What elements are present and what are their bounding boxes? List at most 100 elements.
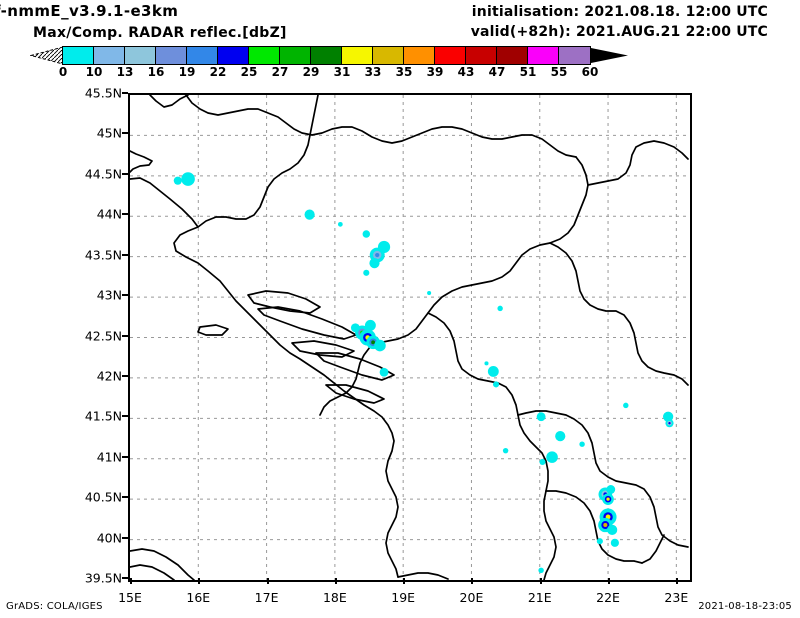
y-axis: 39.5N 40N 40.5N 41N 41.5N 42N 42.5N 43N 43.5N 44N… — [70, 86, 128, 586]
x-axis-tick-mark — [608, 578, 611, 584]
colorbar-band — [94, 47, 125, 64]
radar-echo-mid — [380, 243, 388, 251]
colorbar-band — [466, 47, 497, 64]
x-axis-tick-mark — [130, 578, 132, 584]
model-title: f-nmmE_v3.9.1-e3km — [0, 2, 179, 20]
y-axis-tick-mark — [122, 172, 128, 175]
colorbar-tick-label: 22 — [209, 65, 227, 79]
radar-echo-field — [173, 172, 674, 574]
y-axis-tick-label: 43.5N — [84, 247, 122, 263]
radar-echo-mid — [538, 414, 544, 420]
colorbar-tick-label: 19 — [178, 65, 196, 79]
radar-echo-mid — [184, 175, 192, 183]
colorbar-tick-label: 16 — [147, 65, 165, 79]
radar-echo-halo — [502, 447, 509, 454]
colorbar-band — [218, 47, 249, 64]
radar-echo-mid — [557, 433, 564, 439]
y-axis-tick-label: 44N — [96, 206, 122, 222]
colorbar-band — [497, 47, 528, 64]
radar-echo-core — [371, 340, 376, 345]
y-axis-tick-label: 44.5N — [84, 166, 122, 182]
radar-echo-mid — [352, 325, 358, 331]
radar-echo-mid — [381, 369, 387, 375]
radar-echo-mid — [608, 486, 614, 492]
initialisation-text: initialisation: 2021.08.18. 12:00 UTC — [471, 4, 768, 20]
radar-echo-halo — [623, 402, 629, 409]
x-axis-tick-label: 19E — [391, 590, 416, 605]
radar-echo-halo — [579, 441, 585, 447]
x-axis-tick-mark — [198, 578, 201, 584]
map-plot-area — [128, 93, 692, 582]
y-axis-tick-label: 39.5N — [84, 570, 122, 586]
colorbar-underflow-arrow-icon — [30, 46, 64, 65]
legend-title: Max/Comp. RADAR reflec.[dbZ] — [33, 25, 287, 41]
colorbar-tick-label: 47 — [488, 65, 506, 79]
colorbar-tick-label: 55 — [550, 65, 568, 79]
colorbar-tick-label: 33 — [364, 65, 382, 79]
y-axis-tick-mark — [122, 334, 128, 337]
radar-echo-core — [375, 252, 380, 258]
x-axis-tick-label: 16E — [186, 590, 211, 605]
y-axis-tick-label: 40N — [96, 530, 122, 546]
radar-echo-mid — [367, 322, 374, 329]
radar-echo-mid — [364, 231, 369, 237]
radar-echo-halo — [337, 221, 343, 227]
radar-echo-core — [603, 523, 608, 528]
y-axis-tick-label: 45N — [96, 125, 122, 141]
x-axis-tick-mark — [539, 578, 542, 584]
colorbar-tick-label: 13 — [116, 65, 134, 79]
x-axis-tick-label: 21E — [527, 590, 552, 605]
radar-echo-mid — [306, 211, 313, 218]
grid-lines — [130, 95, 690, 580]
x-axis-tick-label: 20E — [459, 590, 484, 605]
radar-echo-core — [668, 422, 671, 425]
radar-echo-halo — [538, 567, 544, 574]
y-axis-tick-mark — [122, 455, 128, 458]
colorbar-band — [249, 47, 280, 64]
y-axis-tick-label: 41N — [96, 449, 122, 465]
radar-echo-mid — [612, 540, 618, 546]
colorbar-band — [125, 47, 156, 64]
colorbar-tick-label: 43 — [457, 65, 475, 79]
x-axis-tick-mark — [403, 578, 406, 584]
x-axis-tick-label: 22E — [596, 590, 620, 605]
y-axis-tick-label: 42N — [96, 368, 122, 384]
colorbar: 0 10 13 16 19 22 25 27 29 31 33 35 39 43 47 51 55 60 — [30, 46, 628, 79]
colorbar-bands — [62, 46, 591, 65]
colorbar-band — [280, 47, 311, 64]
radar-echo-mid — [376, 342, 384, 349]
colorbar-tick-label: 51 — [519, 65, 537, 79]
y-axis-tick-mark — [122, 213, 128, 216]
geography-outlines — [130, 95, 689, 580]
radar-echo-mid — [609, 527, 615, 533]
colorbar-band — [187, 47, 218, 64]
y-axis-tick-label: 40.5N — [84, 489, 122, 505]
colorbar-band — [435, 47, 466, 64]
y-axis-tick-label: 43N — [96, 287, 122, 303]
grads-credit: GrADS: COLA/IGES — [6, 601, 103, 612]
radar-echo-mid — [665, 413, 671, 420]
x-axis-tick-mark — [266, 578, 269, 584]
radar-echo-halo — [497, 305, 503, 312]
generation-timestamp: 2021-08-18-23:05 — [698, 601, 792, 612]
colorbar-band — [63, 47, 94, 64]
y-axis-tick-label: 41.5N — [84, 408, 122, 424]
radar-echo-halo — [484, 361, 489, 366]
colorbar-band — [528, 47, 559, 64]
colorbar-band — [342, 47, 373, 64]
colorbar-tick-label: 60 — [581, 65, 599, 79]
x-axis-tick-mark — [334, 578, 337, 584]
x-axis-tick-label: 15E — [118, 590, 142, 605]
valid-time-text: valid(+82h): 2021.AUG.21 22:00 UTC — [470, 24, 768, 40]
radar-echo-mid — [490, 368, 497, 375]
colorbar-tick-label: 27 — [271, 65, 289, 79]
radar-echo-core — [606, 497, 610, 501]
colorbar-tick-label: 39 — [426, 65, 444, 79]
y-axis-tick-mark — [122, 132, 128, 135]
radar-echo-halo — [596, 538, 603, 545]
y-axis-tick-mark — [122, 253, 128, 256]
x-axis-tick-mark — [676, 578, 679, 584]
radar-echo-mid — [548, 453, 556, 461]
y-axis-tick-mark — [122, 92, 128, 94]
colorbar-tick-label: 25 — [240, 65, 258, 79]
